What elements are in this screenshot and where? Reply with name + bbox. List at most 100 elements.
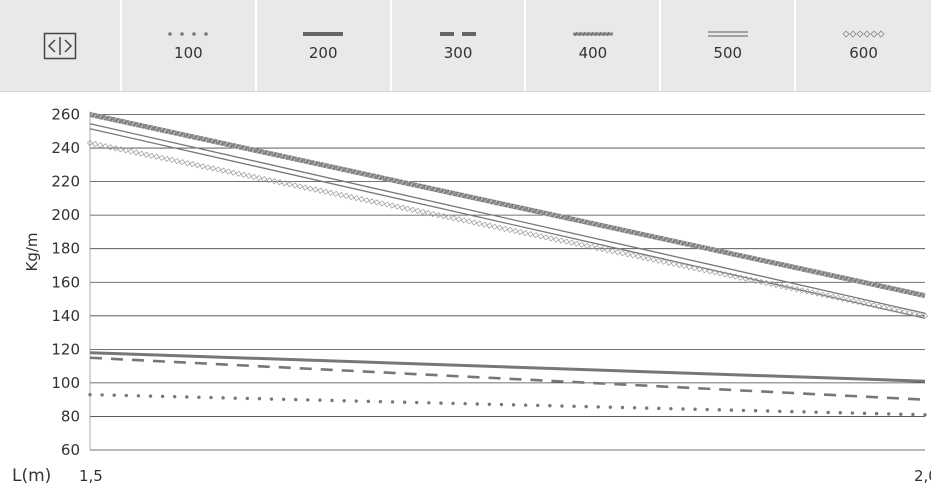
data-point	[184, 160, 191, 167]
legend-item-400[interactable]: 400	[526, 0, 662, 91]
data-point	[117, 146, 124, 153]
data-point	[741, 408, 746, 413]
data-point	[681, 407, 685, 411]
data-point	[537, 233, 544, 240]
data-point	[404, 205, 411, 212]
y-tick-label: 220	[51, 173, 80, 191]
data-point	[834, 294, 841, 301]
data-point	[614, 249, 621, 256]
data-point	[862, 411, 867, 416]
data-point	[532, 232, 539, 239]
legend-item-100[interactable]: 100	[121, 0, 257, 91]
data-point	[318, 398, 322, 402]
data-point	[342, 399, 346, 403]
data-point	[814, 410, 818, 414]
y-tick-label: 140	[51, 307, 80, 325]
data-point	[220, 167, 227, 174]
series-600	[86, 139, 929, 319]
data-point	[143, 151, 150, 158]
legend-item-200[interactable]: 200	[256, 0, 392, 91]
data-point	[163, 155, 170, 162]
data-point	[399, 204, 406, 211]
data-point	[197, 395, 201, 399]
data-point	[629, 252, 637, 259]
data-point	[693, 407, 697, 411]
data-point	[136, 394, 141, 398]
data-point	[486, 222, 493, 229]
data-point	[330, 398, 334, 403]
data-point	[560, 404, 564, 408]
dashed-line-icon	[440, 31, 477, 36]
data-point	[542, 234, 549, 241]
y-tick-label: 200	[51, 206, 80, 224]
data-point	[899, 412, 903, 416]
legend-item-300[interactable]: 300	[391, 0, 527, 91]
data-point	[778, 409, 782, 413]
data-point	[558, 237, 565, 244]
series-line	[89, 356, 926, 401]
data-point	[729, 408, 734, 412]
data-point	[317, 187, 324, 194]
data-point	[717, 408, 721, 412]
data-point	[415, 400, 419, 405]
data-point	[373, 199, 380, 206]
data-point	[233, 396, 237, 400]
data-point	[450, 215, 457, 222]
data-point	[358, 196, 365, 203]
data-point	[245, 172, 252, 179]
data-point	[491, 223, 498, 230]
data-point	[189, 161, 196, 168]
x-tick-label: 1,5	[79, 467, 103, 485]
data-point	[845, 296, 852, 303]
data-point	[790, 409, 794, 414]
series-line	[89, 112, 926, 299]
data-point	[440, 213, 447, 220]
series-300	[89, 356, 926, 401]
data-point	[127, 148, 135, 155]
data-point	[100, 393, 104, 397]
data-point	[302, 184, 309, 191]
data-point	[455, 216, 462, 223]
data-point	[573, 240, 580, 247]
data-point	[332, 190, 339, 197]
data-point	[402, 400, 407, 404]
legend-item-600[interactable]: 600	[796, 0, 931, 91]
data-point	[148, 394, 153, 398]
data-point	[620, 405, 625, 410]
legend-item-500[interactable]: 500	[661, 0, 797, 91]
data-point	[133, 149, 140, 156]
y-tick-label: 60	[61, 441, 80, 459]
data-point	[266, 177, 273, 184]
data-point	[281, 397, 286, 402]
data-point	[594, 244, 601, 251]
data-point	[460, 217, 467, 224]
data-point	[463, 401, 467, 406]
data-point	[921, 312, 929, 319]
y-tick-label: 260	[51, 106, 80, 124]
y-tick-label: 180	[51, 240, 80, 258]
data-point	[353, 195, 360, 202]
data-point	[215, 166, 222, 173]
data-point	[312, 186, 319, 193]
data-point	[439, 401, 443, 405]
data-point	[414, 207, 421, 214]
data-point	[507, 226, 514, 233]
data-point	[107, 144, 114, 151]
legend-label: 500	[713, 43, 743, 62]
data-point	[245, 396, 250, 401]
series-line	[89, 128, 926, 319]
data-point	[209, 395, 213, 400]
data-point	[624, 251, 631, 258]
data-point	[281, 180, 288, 187]
dotted-line-icon	[168, 31, 209, 36]
data-point	[174, 158, 181, 165]
data-point	[294, 397, 298, 402]
x-tick-label: 2,0	[914, 467, 931, 485]
data-point	[394, 203, 401, 210]
data-point	[179, 159, 186, 166]
data-point	[276, 179, 283, 186]
resize-button[interactable]	[0, 0, 122, 91]
data-point	[366, 399, 371, 404]
data-point	[657, 406, 661, 411]
series-400	[89, 112, 926, 299]
